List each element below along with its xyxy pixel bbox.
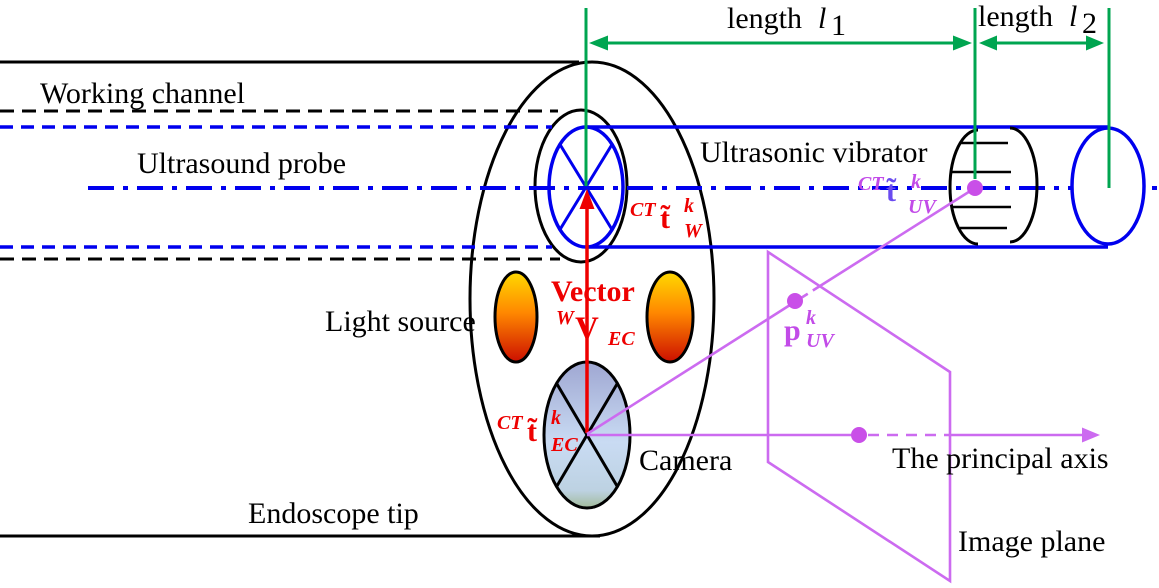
- p-uv-label: p k UV: [784, 307, 835, 352]
- svg-text:EC: EC: [607, 328, 635, 350]
- svg-text:k: k: [684, 195, 694, 217]
- vibrator-left-arc: [948, 128, 979, 246]
- probe-cap-spokes: [558, 143, 614, 231]
- image-plane: [766, 249, 952, 584]
- endoscope-tip-outline: [468, 60, 716, 538]
- vector-label: Vector W V EC: [551, 275, 635, 350]
- svg-text:W: W: [684, 220, 703, 242]
- endoscope-tip-label: Endoscope tip: [248, 497, 419, 530]
- svg-text:k: k: [911, 171, 921, 193]
- ultrasound-probe-label: Ultrasound probe: [137, 147, 346, 180]
- svg-text:2: 2: [1082, 7, 1097, 40]
- principal-axis-arrowhead: [1082, 427, 1100, 443]
- svg-text:V: V: [575, 311, 599, 347]
- t-uv-label: CT t̃ k UV: [858, 171, 937, 218]
- svg-text:EC: EC: [550, 434, 578, 456]
- svg-text:Vector: Vector: [551, 275, 635, 308]
- light-source-label: Light source: [325, 305, 476, 338]
- working-channel-label: Working channel: [40, 77, 245, 110]
- light-source-right: [645, 270, 695, 364]
- image-plane-label: Image plane: [958, 525, 1105, 558]
- svg-text:k: k: [806, 307, 816, 329]
- camera-spokes: [555, 382, 619, 488]
- svg-text:CT: CT: [858, 173, 884, 195]
- svg-text:l: l: [818, 2, 826, 35]
- svg-text:1: 1: [831, 9, 846, 42]
- svg-text:t̃: t̃: [660, 202, 670, 235]
- t-ec-label: CT t̃ k EC: [497, 407, 578, 456]
- camera-geometry: [586, 180, 1100, 584]
- ultrasonic-vibrator-label: Ultrasonic vibrator: [700, 136, 927, 169]
- p-uv-dot: [787, 293, 803, 309]
- measure-arrowheads: [589, 35, 1104, 51]
- svg-text:t̃: t̃: [886, 175, 896, 208]
- light-source-left: [493, 270, 539, 364]
- vibrator-right-arc: [1009, 126, 1039, 244]
- camera-label: Camera: [639, 444, 732, 477]
- ultrasonic-vibrator: [948, 126, 1039, 246]
- svg-text:length: length: [727, 2, 802, 35]
- length-measurements: [584, 8, 1111, 188]
- svg-text:UV: UV: [908, 196, 937, 218]
- svg-text:W: W: [556, 307, 575, 329]
- vector-w-vec: [579, 189, 595, 433]
- svg-text:t̃: t̃: [527, 415, 537, 448]
- length-l1-label: length l 1: [727, 2, 846, 42]
- t-uv-dot: [967, 180, 983, 196]
- svg-text:CT: CT: [497, 412, 523, 434]
- svg-text:CT: CT: [630, 199, 656, 221]
- vector-arrowhead: [579, 189, 595, 209]
- svg-text:UV: UV: [806, 330, 835, 352]
- sight-line: [586, 186, 976, 436]
- principal-point-dot: [851, 427, 867, 443]
- principal-axis-label: The principal axis: [892, 442, 1109, 475]
- vibrator-hatch: [951, 141, 1011, 230]
- svg-text:p: p: [784, 314, 801, 347]
- length-l2-label: length l 2: [978, 0, 1097, 40]
- svg-text:length: length: [978, 0, 1053, 33]
- t-w-label: CT t̃ k W: [630, 195, 703, 242]
- svg-text:l: l: [1069, 0, 1077, 33]
- svg-text:k: k: [551, 407, 561, 429]
